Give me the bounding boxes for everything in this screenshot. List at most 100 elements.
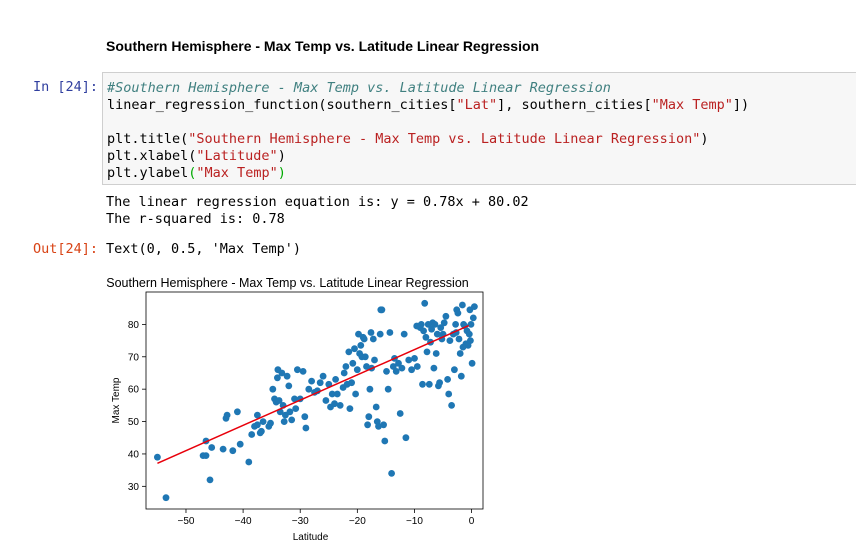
- data-point: [342, 363, 350, 370]
- data-point: [292, 405, 300, 412]
- data-point: [400, 330, 408, 338]
- data-point: [448, 402, 455, 409]
- data-point: [308, 377, 315, 385]
- data-point: [452, 321, 459, 328]
- data-point: [206, 476, 214, 484]
- code-line-xlabel: plt.xlabel("Latitude"): [107, 148, 286, 164]
- data-point: [360, 335, 368, 343]
- data-point: [219, 445, 227, 453]
- data-point: [471, 303, 478, 310]
- data-point: [468, 359, 476, 367]
- data-point: [383, 368, 390, 375]
- plot-frame: [145, 291, 484, 510]
- data-point: [288, 416, 296, 424]
- data-point: [389, 363, 397, 370]
- data-point: [384, 385, 392, 393]
- data-point: [248, 431, 256, 438]
- data-point: [371, 356, 378, 364]
- data-point: [363, 363, 370, 370]
- data-point: [245, 458, 253, 466]
- data-point: [436, 379, 443, 387]
- data-point: [413, 363, 421, 370]
- code-line-ylabel: plt.ylabel("Max Temp"): [107, 165, 286, 181]
- x-tick-label: −10: [406, 516, 423, 527]
- data-point: [411, 355, 418, 362]
- data-point: [376, 330, 384, 338]
- x-axis-label: Latitude: [293, 532, 329, 543]
- data-point: [302, 424, 310, 432]
- y-axis-label: Max Temp: [111, 377, 122, 423]
- data-point: [392, 368, 400, 375]
- x-tick-label: −40: [235, 516, 252, 527]
- data-point: [352, 390, 359, 398]
- data-point: [465, 330, 473, 338]
- code-line-comment: #Southern Hemisphere - Max Temp vs. Lati…: [107, 80, 611, 96]
- data-point: [469, 314, 477, 322]
- data-point: [301, 413, 309, 421]
- y-tick-label: 30: [128, 482, 140, 493]
- data-point: [351, 345, 358, 353]
- data-point: [274, 374, 281, 382]
- data-point: [283, 372, 291, 380]
- data-point: [444, 376, 451, 383]
- data-point: [428, 325, 435, 333]
- data-point: [378, 306, 386, 314]
- data-point: [208, 444, 216, 451]
- y-tick-label: 70: [128, 352, 140, 363]
- data-point: [340, 369, 348, 377]
- data-point: [402, 434, 410, 442]
- y-tick-label: 60: [128, 385, 140, 396]
- data-point: [154, 453, 161, 461]
- data-point: [430, 364, 438, 372]
- stdout-rsquared: The r-squared is: 0.78: [106, 211, 285, 227]
- data-point: [408, 366, 415, 374]
- data-point: [280, 418, 288, 425]
- data-point: [305, 385, 313, 393]
- code-line-regression-call: linear_regression_function(southern_citi…: [107, 97, 750, 113]
- data-point: [467, 337, 474, 344]
- data-point: [348, 379, 355, 387]
- y-tick-label: 50: [128, 417, 140, 428]
- scatter-chart: Southern Hemisphere - Max Temp vs. Latit…: [106, 276, 484, 543]
- data-point: [328, 390, 336, 398]
- data-point: [386, 329, 394, 336]
- data-point: [254, 421, 261, 429]
- data-point: [432, 350, 440, 357]
- code-cell-editor[interactable]: #Southern Hemisphere - Max Temp vs. Lati…: [102, 72, 856, 185]
- data-point: [454, 309, 462, 317]
- output-text: Text(0, 0.5, 'Max Temp'): [106, 241, 302, 257]
- data-point: [229, 447, 237, 455]
- data-point: [413, 322, 421, 330]
- data-point: [353, 366, 361, 374]
- data-point: [445, 390, 453, 398]
- y-tick-label: 40: [128, 449, 140, 460]
- data-point: [456, 350, 464, 357]
- data-point: [319, 372, 327, 380]
- data-point: [285, 382, 293, 390]
- data-point: [388, 470, 395, 477]
- data-point: [345, 348, 353, 356]
- data-point: [433, 330, 441, 338]
- data-point: [369, 335, 377, 343]
- data-point: [421, 299, 429, 307]
- data-point: [420, 327, 427, 335]
- data-point: [405, 356, 413, 364]
- data-point: [425, 380, 433, 388]
- output-prompt: Out[24]:: [32, 241, 98, 257]
- data-point: [316, 379, 324, 387]
- data-point: [455, 335, 463, 343]
- regression-line: [157, 324, 470, 464]
- data-point: [299, 368, 307, 375]
- data-point: [322, 397, 330, 404]
- data-point: [332, 376, 339, 383]
- chart-title: Southern Hemisphere - Max Temp vs. Latit…: [106, 276, 468, 290]
- data-point: [381, 437, 389, 445]
- x-tick-label: −50: [177, 516, 194, 527]
- data-point: [459, 301, 466, 309]
- data-point: [278, 369, 286, 377]
- data-point: [275, 397, 283, 404]
- data-point: [357, 342, 365, 349]
- data-point: [162, 494, 170, 502]
- data-point: [398, 364, 406, 372]
- data-point: [396, 410, 404, 417]
